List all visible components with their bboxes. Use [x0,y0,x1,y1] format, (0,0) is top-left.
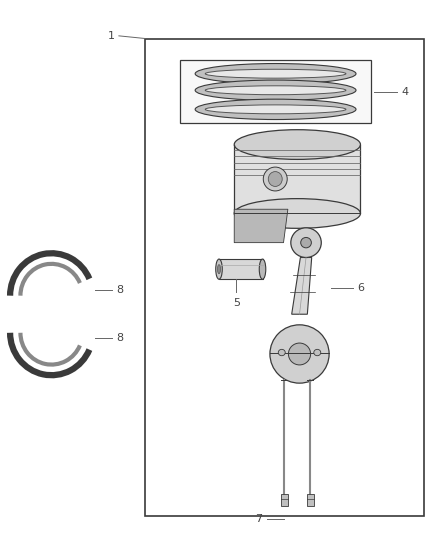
Text: 8: 8 [117,285,124,295]
Polygon shape [219,259,262,279]
Ellipse shape [263,167,287,191]
Ellipse shape [195,63,356,84]
Polygon shape [234,144,360,214]
Text: 6: 6 [357,282,364,293]
Ellipse shape [270,325,329,383]
Text: 8: 8 [117,333,124,343]
Ellipse shape [205,86,346,95]
Bar [145,38,424,516]
Ellipse shape [216,259,222,279]
Ellipse shape [195,80,356,100]
Bar [180,60,371,123]
Bar [307,495,314,506]
Ellipse shape [288,343,311,365]
Ellipse shape [195,99,356,119]
Ellipse shape [205,105,346,114]
Ellipse shape [205,69,346,78]
Ellipse shape [291,228,321,257]
Ellipse shape [259,259,266,279]
Text: 1: 1 [108,31,115,41]
Polygon shape [234,209,288,243]
Text: 7: 7 [255,514,262,524]
Ellipse shape [234,199,360,228]
Ellipse shape [314,349,321,356]
Ellipse shape [278,349,285,356]
Ellipse shape [218,264,220,273]
Bar [281,495,288,506]
Ellipse shape [268,172,282,187]
Ellipse shape [301,237,311,248]
Ellipse shape [234,130,360,159]
Text: 4: 4 [402,86,409,96]
Text: 5: 5 [233,298,240,308]
Polygon shape [292,257,312,314]
